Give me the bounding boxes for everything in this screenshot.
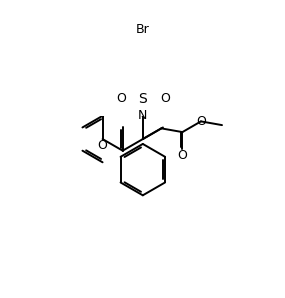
Text: Br: Br bbox=[136, 23, 150, 35]
Text: S: S bbox=[139, 92, 147, 106]
Text: O: O bbox=[196, 115, 206, 128]
Text: O: O bbox=[160, 92, 170, 105]
Text: N: N bbox=[138, 109, 148, 122]
Text: O: O bbox=[116, 92, 126, 105]
Text: O: O bbox=[178, 149, 187, 162]
Text: O: O bbox=[98, 139, 107, 152]
